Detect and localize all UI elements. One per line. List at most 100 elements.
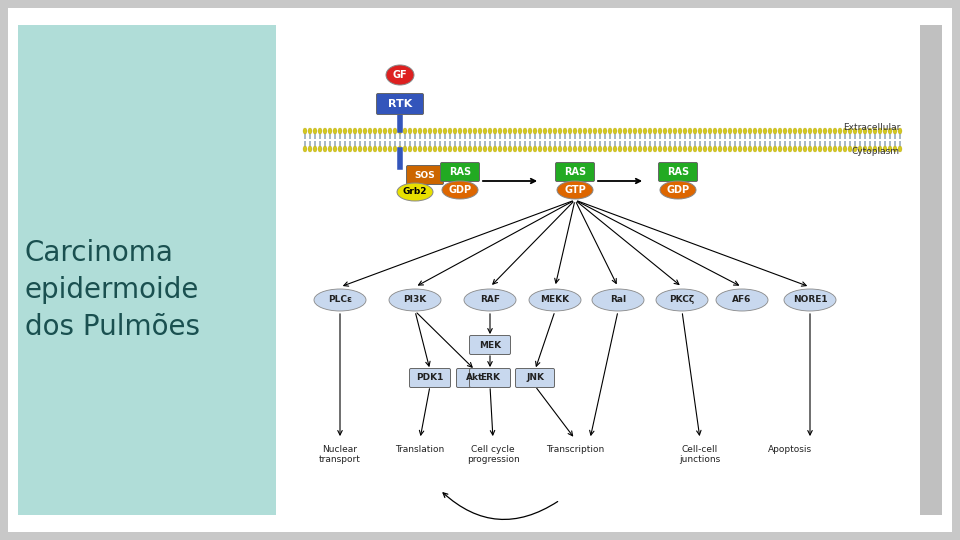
Ellipse shape [688,128,692,134]
Ellipse shape [638,128,642,134]
Ellipse shape [533,128,537,134]
FancyBboxPatch shape [794,132,796,139]
FancyBboxPatch shape [709,132,710,139]
FancyBboxPatch shape [339,141,341,148]
Ellipse shape [898,146,902,152]
FancyBboxPatch shape [504,141,506,148]
Ellipse shape [798,146,802,152]
FancyBboxPatch shape [755,141,756,148]
FancyBboxPatch shape [594,132,596,139]
FancyBboxPatch shape [619,132,621,139]
Ellipse shape [678,128,682,134]
Ellipse shape [358,146,362,152]
Ellipse shape [478,128,482,134]
FancyBboxPatch shape [794,141,796,148]
Ellipse shape [768,128,772,134]
Ellipse shape [698,128,702,134]
Ellipse shape [803,128,807,134]
Ellipse shape [323,128,327,134]
Ellipse shape [853,146,857,152]
FancyBboxPatch shape [734,132,735,139]
FancyBboxPatch shape [744,132,746,139]
Ellipse shape [663,128,667,134]
FancyBboxPatch shape [434,141,436,148]
Ellipse shape [853,128,857,134]
Ellipse shape [323,146,327,152]
FancyBboxPatch shape [850,141,851,148]
Ellipse shape [398,128,402,134]
Ellipse shape [788,128,792,134]
Ellipse shape [763,146,767,152]
FancyBboxPatch shape [479,141,481,148]
FancyBboxPatch shape [559,132,561,139]
Ellipse shape [798,128,802,134]
Ellipse shape [888,128,892,134]
Ellipse shape [308,128,312,134]
Ellipse shape [633,128,637,134]
Ellipse shape [738,128,742,134]
Ellipse shape [663,146,667,152]
Ellipse shape [578,128,582,134]
Ellipse shape [708,146,712,152]
Ellipse shape [758,146,762,152]
FancyBboxPatch shape [644,132,646,139]
Text: Translation: Translation [396,445,444,454]
FancyBboxPatch shape [334,141,336,148]
Ellipse shape [393,146,397,152]
Text: SOS: SOS [415,171,436,179]
Ellipse shape [338,146,342,152]
Ellipse shape [463,128,467,134]
Ellipse shape [653,128,657,134]
FancyBboxPatch shape [864,132,866,139]
Ellipse shape [433,146,437,152]
FancyBboxPatch shape [569,132,571,139]
Ellipse shape [668,128,672,134]
FancyBboxPatch shape [654,132,656,139]
FancyBboxPatch shape [324,132,325,139]
Ellipse shape [538,128,542,134]
FancyBboxPatch shape [585,141,586,148]
Ellipse shape [318,146,322,152]
Ellipse shape [618,146,622,152]
Ellipse shape [397,183,433,201]
FancyBboxPatch shape [484,141,486,148]
Ellipse shape [553,146,557,152]
FancyBboxPatch shape [705,132,706,139]
FancyBboxPatch shape [614,132,615,139]
FancyBboxPatch shape [389,141,391,148]
FancyBboxPatch shape [759,132,761,139]
FancyBboxPatch shape [669,132,671,139]
Ellipse shape [442,181,478,199]
Text: JNK: JNK [526,374,544,382]
Ellipse shape [673,128,677,134]
Ellipse shape [643,128,647,134]
Ellipse shape [558,128,562,134]
FancyBboxPatch shape [376,93,423,114]
Text: Cell cycle
progression: Cell cycle progression [467,445,519,464]
FancyBboxPatch shape [314,141,316,148]
FancyBboxPatch shape [374,132,375,139]
FancyBboxPatch shape [819,141,821,148]
FancyBboxPatch shape [659,163,698,181]
FancyBboxPatch shape [469,335,511,354]
FancyBboxPatch shape [395,132,396,139]
Ellipse shape [389,289,441,311]
Ellipse shape [748,146,752,152]
FancyBboxPatch shape [864,141,866,148]
Ellipse shape [733,128,737,134]
FancyBboxPatch shape [424,141,426,148]
Text: RAS: RAS [449,167,471,177]
FancyBboxPatch shape [839,141,841,148]
FancyBboxPatch shape [739,132,741,139]
FancyArrowPatch shape [444,493,558,519]
Ellipse shape [633,146,637,152]
Ellipse shape [828,128,832,134]
FancyBboxPatch shape [504,132,506,139]
Ellipse shape [753,146,757,152]
Ellipse shape [878,146,882,152]
Ellipse shape [593,128,597,134]
Ellipse shape [878,128,882,134]
FancyBboxPatch shape [345,132,346,139]
FancyBboxPatch shape [624,132,626,139]
Ellipse shape [863,146,867,152]
